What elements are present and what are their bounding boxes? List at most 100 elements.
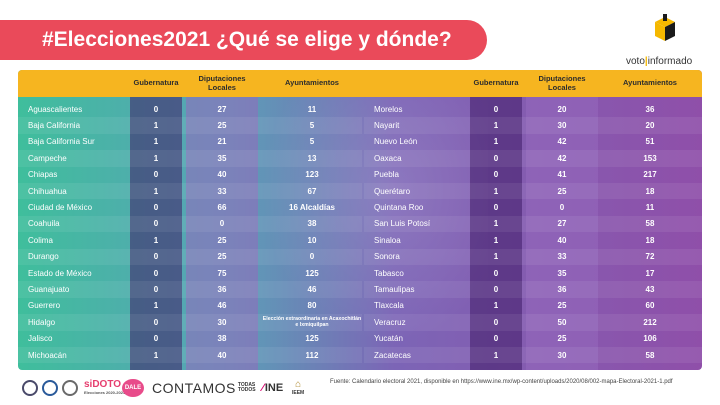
diputaciones-value: 42: [557, 153, 567, 163]
ayuntamientos-value: 212: [643, 317, 657, 327]
state-name: Morelos: [374, 104, 403, 114]
brand-prefix: voto: [626, 56, 645, 67]
state-name: Baja California: [28, 121, 81, 131]
diputaciones-value: 40: [217, 350, 227, 360]
ayuntamientos-value: 11: [645, 203, 655, 213]
gubernatura-value: 0: [493, 285, 499, 295]
diputaciones-value: 42: [557, 137, 567, 147]
gubernatura-value: 0: [153, 317, 159, 327]
gubernatura-value: 1: [493, 186, 499, 196]
state-name: Nuevo León: [374, 137, 418, 147]
contamos-text: CONTAMOS: [152, 380, 236, 396]
ayuntamientos-value: 51: [645, 137, 655, 147]
left-dip-column-band: [186, 97, 258, 370]
state-name: Tlaxcala: [374, 301, 404, 311]
state-name: Jalisco: [28, 334, 53, 344]
header-gubernatura-left: Gubernatura: [133, 78, 179, 88]
gubernatura-value: 1: [493, 350, 499, 360]
table-row: [364, 281, 702, 298]
state-name: Michoacán: [28, 350, 67, 360]
diputaciones-value: 20: [557, 104, 567, 114]
state-name: Campeche: [28, 153, 67, 163]
diputaciones-value: 27: [557, 219, 567, 229]
ballot-box-icon: [655, 14, 675, 41]
table-row: [18, 281, 362, 298]
diputaciones-value: 33: [217, 186, 227, 196]
gubernatura-value: 1: [493, 301, 499, 311]
ayuntamientos-value: 58: [645, 350, 655, 360]
diputaciones-value: 30: [557, 121, 567, 131]
state-name: Oaxaca: [374, 153, 402, 163]
ayuntamientos-value: 125: [305, 334, 319, 344]
gubernatura-value: 0: [493, 203, 499, 213]
gubernatura-value: 0: [153, 219, 159, 229]
table-row: [18, 347, 362, 364]
diputaciones-value: 35: [217, 153, 227, 163]
gubernatura-value: 1: [153, 235, 159, 245]
gubernatura-value: 1: [493, 137, 499, 147]
ine-text: INE: [264, 382, 284, 394]
title-banner: #Elecciones2021 ¿Qué se elige y dónde?: [0, 20, 487, 60]
state-name: Guanajuato: [28, 285, 70, 295]
table-row: [364, 347, 702, 364]
elections-table: Gubernatura Diputaciones Locales Ayuntam…: [18, 70, 702, 370]
state-name: Ciudad de México: [28, 203, 93, 213]
table-row: [18, 183, 362, 200]
ayuntamientos-value: 125: [305, 268, 319, 278]
state-name: Puebla: [374, 170, 399, 180]
dale-badge-logo: DALE: [122, 379, 144, 397]
diputaciones-value: 41: [557, 170, 567, 180]
diputaciones-value: 66: [217, 203, 227, 213]
header-diputaciones-right: Diputaciones Locales: [538, 74, 586, 92]
gubernatura-value: 0: [153, 170, 159, 180]
gubernatura-value: 1: [493, 235, 499, 245]
table-row: [18, 150, 362, 167]
ayuntamientos-value: 16 Alcaldías: [289, 203, 335, 213]
diputaciones-value: 35: [557, 268, 567, 278]
gubernatura-value: 1: [493, 252, 499, 262]
state-name: Colima: [28, 235, 53, 245]
academic-seal-logo: [62, 379, 78, 397]
voto-informado-logo: voto|informado: [626, 12, 716, 67]
gubernatura-value: 1: [153, 137, 159, 147]
ayuntamientos-value: 80: [307, 301, 317, 311]
gubernatura-value: 0: [153, 104, 159, 114]
gubernatura-value: 1: [153, 153, 159, 163]
table-row: [364, 248, 702, 265]
diputaciones-value: 46: [217, 301, 227, 311]
diputaciones-value: 30: [557, 350, 567, 360]
state-name: Durango: [28, 252, 59, 262]
footer: siDOTO Elecciones 2020-2021 DALE CONTAMO…: [0, 372, 720, 405]
gubernatura-value: 0: [493, 170, 499, 180]
diputaciones-value: 25: [557, 301, 567, 311]
source-note: Fuente: Calendario electoral 2021, dispo…: [330, 379, 673, 385]
state-name: Coahuila: [28, 219, 60, 229]
page-title: #Elecciones2021 ¿Qué se elige y dónde?: [42, 28, 452, 51]
gubernatura-value: 0: [493, 153, 499, 163]
state-name: Chihuahua: [28, 186, 67, 196]
ayuntamientos-value: 67: [307, 186, 317, 196]
table-row: [364, 314, 702, 331]
ayuntamientos-value: 43: [645, 285, 655, 295]
gubernatura-value: 1: [493, 219, 499, 229]
right-dip-column-band: [526, 97, 598, 370]
ayuntamientos-value: 58: [645, 219, 655, 229]
table-row: [364, 150, 702, 167]
ine-mark-icon: ⁄: [262, 382, 264, 394]
right-gob-column-band: [470, 97, 522, 370]
state-name: Chiapas: [28, 170, 58, 180]
left-gob-column-band: [130, 97, 182, 370]
ine-logo: ⁄ INE: [262, 379, 283, 397]
ayuntamientos-value: 5: [309, 137, 315, 147]
gubernatura-value: 0: [493, 104, 499, 114]
gubernatura-value: 1: [153, 350, 159, 360]
ayuntamientos-value: 72: [645, 252, 655, 262]
diputaciones-value: 25: [217, 235, 227, 245]
ayuntamientos-value: 18: [645, 235, 655, 245]
brand-divider: |: [644, 56, 648, 67]
ayuntamientos-value: 60: [645, 301, 655, 311]
gubernatura-value: 0: [153, 252, 159, 262]
diputaciones-value: 27: [217, 104, 227, 114]
state-name: Veracruz: [374, 317, 406, 327]
